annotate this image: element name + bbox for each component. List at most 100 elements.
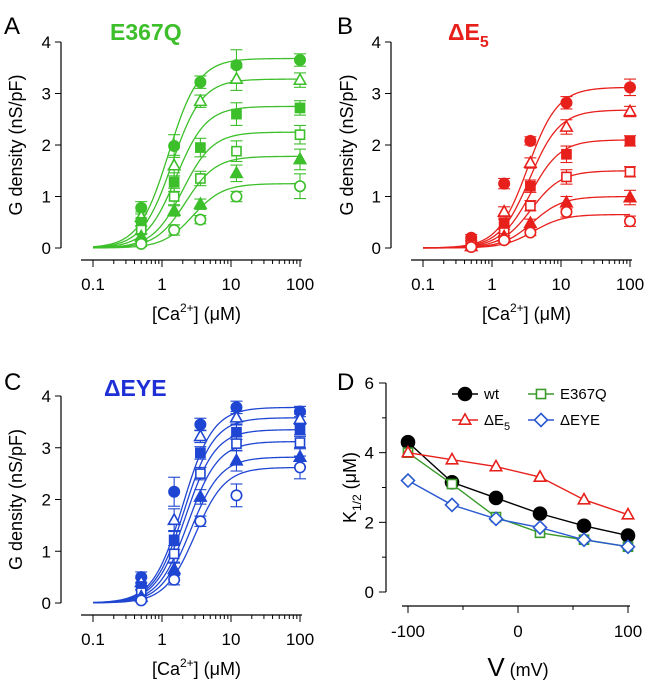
data-point	[292, 72, 308, 86]
data-point	[498, 234, 511, 247]
y-tick-label: 2	[372, 136, 381, 155]
fit-curve	[92, 417, 301, 604]
x-axis-label: [Ca2+] (μM)	[482, 301, 571, 324]
data-point	[229, 71, 244, 85]
data-point	[623, 215, 636, 228]
series	[400, 444, 636, 520]
y-tick-label: 4	[365, 444, 374, 463]
panel-title: E367Q	[110, 19, 182, 45]
data-point	[292, 151, 308, 165]
data-point	[576, 518, 592, 534]
data-point	[135, 594, 148, 607]
data-point	[294, 102, 306, 114]
series-line	[407, 479, 629, 548]
data-point	[231, 145, 242, 157]
panel-letter: D	[337, 369, 354, 396]
panel-d: D -100 0 100 0 2 4 6 V (mV) K1/2 (μM) wt E367Q ΔE5 ΔE…	[337, 369, 642, 682]
panel-title: ΔEYE	[104, 375, 167, 401]
data-point	[444, 451, 460, 465]
data-point	[293, 461, 306, 474]
y-axis-label: G density (nS/pF)	[6, 429, 26, 570]
panel-b: B ΔE5 0.1 1 10 100 0 1 2 3 4 [Ca2+] (μM) G density (…	[337, 13, 644, 324]
data-point	[525, 200, 536, 212]
data-point	[168, 176, 180, 188]
data-point	[524, 226, 537, 239]
data-point	[622, 189, 638, 203]
data-point	[135, 237, 148, 250]
data-point	[624, 135, 636, 147]
data-point	[231, 426, 242, 438]
data-point	[488, 458, 504, 472]
data-point	[168, 485, 181, 498]
series	[92, 455, 306, 607]
series	[92, 100, 306, 249]
x-tick-label: 0.1	[81, 630, 105, 649]
fit-curve	[92, 78, 301, 248]
legend-label: wt	[483, 386, 500, 403]
data-point	[400, 472, 416, 489]
x-tick-label: 10	[222, 275, 241, 294]
data-point	[231, 438, 242, 449]
y-tick-label: 3	[42, 439, 51, 458]
data-point	[195, 173, 206, 184]
data-point	[294, 129, 306, 141]
data-point	[194, 213, 207, 226]
data-point	[576, 532, 592, 548]
series-line	[407, 452, 629, 548]
panel-title: ΔE5	[448, 19, 489, 51]
x-tick-label: 100	[616, 275, 644, 294]
data-point	[231, 108, 242, 120]
data-point	[497, 204, 512, 217]
series	[422, 78, 636, 249]
x-tick-label: 1	[487, 275, 496, 294]
data-point	[561, 148, 572, 160]
x-axis-label: [Ca2+] (μM)	[152, 301, 241, 324]
y-axis-label: G density (nS/pF)	[6, 74, 26, 215]
data-point	[195, 447, 206, 459]
data-point	[620, 506, 636, 520]
y-tick-label: 4	[42, 33, 51, 52]
data-point	[195, 142, 206, 153]
fit-curve	[92, 183, 300, 249]
fit-curve	[92, 155, 301, 249]
series	[92, 423, 306, 604]
data-point	[624, 166, 636, 178]
legend-marker	[457, 412, 473, 425]
x-tick-label: 10	[222, 630, 241, 649]
fit-curve	[92, 131, 301, 249]
data-point	[488, 511, 504, 527]
series	[92, 148, 308, 249]
x-axis-label: [Ca2+] (μM)	[152, 656, 241, 679]
data-point	[576, 491, 592, 505]
legend-label: ΔEYE	[560, 412, 600, 429]
data-point	[229, 409, 244, 423]
y-tick-label: 4	[372, 33, 381, 52]
data-point	[294, 437, 306, 448]
legend-marker	[533, 412, 549, 428]
y-tick-label: 6	[365, 374, 374, 393]
data-point	[193, 428, 208, 442]
panel-letter: B	[337, 13, 353, 40]
panel-a: A E367Q 0.1 1 10 100 0 1 2 3 4 [Ca2+] (μM) G density…	[4, 13, 314, 324]
data-point	[229, 452, 244, 466]
data-point	[230, 190, 243, 203]
data-point	[532, 506, 548, 521]
data-point	[168, 223, 181, 236]
legend: wt E367Q ΔE5 ΔEYE	[452, 386, 607, 433]
data-point	[294, 424, 306, 435]
data-point	[465, 240, 478, 253]
data-point	[560, 205, 573, 218]
fit-curve	[92, 429, 301, 604]
legend-marker	[457, 386, 473, 402]
panel-c: C ΔEYE 0.1 1 10 100 0 1 2 3 4 [Ca2+] (μM) G density …	[4, 369, 314, 679]
data-point	[167, 512, 182, 526]
panel-letter: A	[4, 13, 20, 40]
data-point	[167, 157, 182, 171]
data-point	[195, 468, 206, 479]
series	[92, 409, 308, 604]
x-tick-label: -100	[391, 622, 425, 641]
series	[402, 447, 634, 553]
series-line	[407, 451, 629, 516]
y-tick-label: 1	[42, 188, 51, 207]
